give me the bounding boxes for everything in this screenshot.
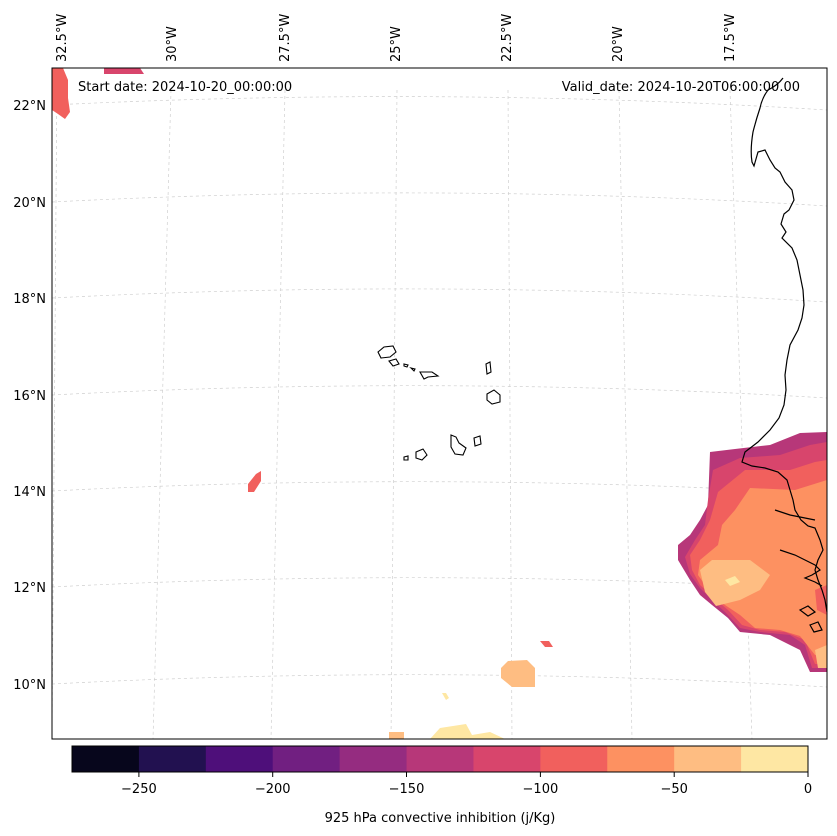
cin-contours bbox=[52, 68, 827, 739]
colorbar-tick-label: −150 bbox=[389, 782, 425, 797]
colorbar-swatch bbox=[72, 746, 140, 772]
map-frame bbox=[51, 67, 828, 740]
colorbar-label: 925 hPa convective inhibition (j/Kg) bbox=[325, 811, 556, 826]
lat-tick-label: 14°N bbox=[13, 485, 46, 500]
island-sao-vicente bbox=[388, 358, 400, 367]
island-sao-nicolau bbox=[409, 366, 440, 380]
cin-patch-topleft-outer bbox=[52, 68, 70, 119]
cin-patch-south-c bbox=[442, 693, 449, 700]
colorbar-swatch bbox=[741, 746, 809, 772]
colorbar bbox=[72, 746, 809, 772]
island-santo-antao bbox=[377, 345, 397, 359]
islands-bijagos bbox=[798, 605, 823, 633]
lon-tick-label: 30°W bbox=[165, 26, 180, 62]
island-santa-luzia bbox=[403, 363, 409, 368]
lon-tick-label: 20°W bbox=[611, 26, 626, 62]
colorbar-tick-label: −50 bbox=[660, 782, 687, 797]
cin-main-ring4 bbox=[698, 480, 827, 655]
cin-patch-small bbox=[248, 471, 261, 492]
cin-patch-south-b bbox=[540, 641, 553, 647]
island-boa-vista bbox=[486, 389, 501, 405]
map-background bbox=[52, 68, 827, 739]
island-maio bbox=[473, 435, 482, 447]
lon-tick-label: 22.5°W bbox=[500, 14, 515, 62]
colorbar-frame bbox=[71, 745, 809, 773]
lat-tick-label: 20°N bbox=[13, 196, 46, 211]
africa-coastline bbox=[741, 77, 828, 613]
coastlines bbox=[377, 77, 828, 633]
island-sal bbox=[485, 361, 492, 375]
lat-tick-label: 12°N bbox=[13, 581, 46, 596]
cin-main-lightcore bbox=[725, 576, 740, 586]
colorbar-tick-label: 0 bbox=[804, 782, 812, 797]
lon-tick-label: 17.5°W bbox=[723, 14, 738, 62]
island-fogo bbox=[415, 448, 428, 461]
longitude-ticks: 32.5°W 30°W 27.5°W 25°W 22.5°W 20°W 17.5… bbox=[55, 14, 738, 62]
colorbar-swatch bbox=[138, 746, 207, 772]
valid-date-label: Valid_date: 2024-10-20T06:00:00.00 bbox=[562, 80, 800, 95]
colorbar-swatch bbox=[607, 746, 675, 772]
cin-patch-south-a bbox=[501, 660, 535, 687]
colorbar-swatch bbox=[473, 746, 541, 772]
island-santiago bbox=[450, 434, 467, 456]
gambia-river bbox=[774, 509, 816, 521]
colorbar-swatch bbox=[406, 746, 474, 772]
cin-main-patch-se bbox=[815, 645, 827, 668]
colorbar-tick-label: −100 bbox=[523, 782, 559, 797]
start-date-label: Start date: 2024-10-20_00:00:00 bbox=[78, 80, 292, 95]
cin-main-patch-east bbox=[815, 585, 827, 615]
cin-patch-bottom-orange bbox=[389, 732, 404, 739]
latitude-ticks: 22°N 20°N 18°N 16°N 14°N 12°N 10°N bbox=[13, 99, 46, 693]
guinea-bissau-coast bbox=[779, 549, 823, 587]
colorbar-swatch bbox=[205, 746, 274, 772]
lon-tick-label: 25°W bbox=[389, 26, 404, 62]
colorbar-swatch bbox=[540, 746, 608, 772]
lon-tick-label: 32.5°W bbox=[55, 14, 70, 62]
lat-tick-label: 22°N bbox=[13, 99, 46, 114]
colorbar-ticks: −250 −200 −150 −100 −50 0 bbox=[121, 772, 812, 797]
lon-tick-label: 27.5°W bbox=[278, 14, 293, 62]
lat-tick-label: 18°N bbox=[13, 292, 46, 307]
lat-tick-label: 10°N bbox=[13, 678, 46, 693]
cin-patch-bottom-yellow bbox=[430, 724, 505, 739]
colorbar-swatch bbox=[272, 746, 341, 772]
colorbar-swatch bbox=[339, 746, 408, 772]
colorbar-tick-label: −200 bbox=[255, 782, 291, 797]
cin-patch-topleft-strip bbox=[104, 68, 144, 74]
island-brava bbox=[403, 455, 409, 461]
colorbar-tick-label: −250 bbox=[121, 782, 157, 797]
lat-tick-label: 16°N bbox=[13, 389, 46, 404]
colorbar-swatch bbox=[674, 746, 742, 772]
